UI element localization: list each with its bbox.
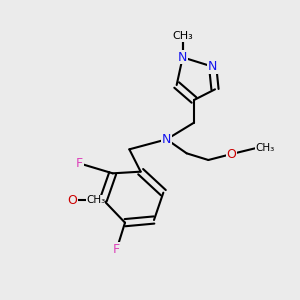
Text: N: N [162,133,171,146]
Text: CH₃: CH₃ [86,195,105,205]
Text: F: F [76,157,83,170]
Text: O: O [227,148,237,160]
Text: N: N [178,51,188,64]
Text: CH₃: CH₃ [255,143,274,153]
Text: F: F [113,243,120,256]
Text: CH₃: CH₃ [172,31,193,41]
Text: N: N [208,60,218,73]
Text: O: O [68,194,78,206]
